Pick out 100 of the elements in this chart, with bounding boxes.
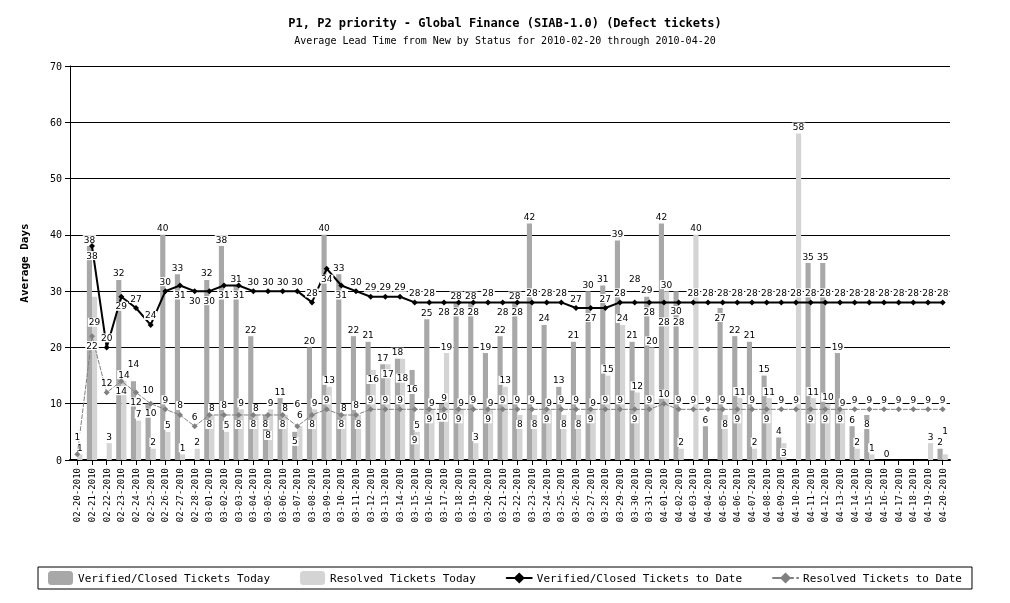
data-label: 5 (165, 420, 171, 431)
point (294, 288, 301, 295)
data-label: 9 (881, 394, 888, 405)
data-label: 28 (834, 287, 846, 298)
point (250, 288, 257, 295)
data-label: 35 (817, 251, 829, 262)
point (455, 406, 462, 413)
data-label: 40 (690, 223, 702, 234)
data-label: 9 (429, 397, 436, 408)
point (426, 406, 433, 413)
point (485, 406, 491, 413)
data-label: 9 (590, 397, 597, 408)
data-label: 9 (719, 394, 726, 405)
x-tick-label: 04-07-2010 (747, 468, 757, 523)
data-label: 14 (115, 385, 128, 396)
point (147, 400, 154, 407)
point (118, 293, 125, 300)
data-label: 13 (499, 375, 511, 386)
point (103, 389, 110, 396)
data-label: 20 (646, 335, 658, 346)
data-label: 33 (333, 262, 345, 273)
point (89, 243, 95, 250)
y-tick-label: 70 (49, 60, 62, 72)
data-label: 19 (831, 341, 844, 352)
x-tick-label: 03-05-2010 (263, 468, 273, 523)
x-tick-label: 04-20-2010 (937, 468, 948, 523)
point (866, 406, 873, 413)
point (807, 406, 814, 413)
data-label: 30 (203, 295, 216, 306)
bar (752, 448, 758, 460)
point (631, 299, 638, 306)
point (925, 299, 931, 306)
data-label: 28 (687, 287, 700, 298)
data-label: 29 (364, 282, 377, 293)
data-label: 9 (455, 413, 462, 424)
data-label: 28 (892, 287, 905, 298)
x-tick-label: 03-11-2010 (351, 468, 361, 523)
data-label: 5 (414, 420, 421, 431)
data-label: 9 (807, 413, 814, 424)
data-label: 28 (482, 287, 494, 298)
point (543, 299, 550, 306)
data-label: 9 (514, 394, 521, 405)
legend-label: Resolved Tickets to Date (803, 571, 963, 585)
point (734, 299, 741, 306)
data-label: 19 (440, 341, 453, 352)
data-label: 9 (458, 397, 465, 408)
data-label: 30 (276, 276, 289, 287)
data-label: 9 (499, 394, 506, 405)
data-label: 9 (822, 413, 829, 424)
data-label: 32 (201, 268, 213, 279)
point (587, 305, 594, 312)
point (661, 299, 667, 306)
point (191, 423, 198, 430)
data-label: 28 (848, 287, 861, 298)
data-label: 8 (341, 403, 348, 414)
data-label: 9 (939, 394, 946, 405)
x-tick-label: 02-27-2010 (175, 468, 185, 523)
data-label: 2 (937, 437, 943, 448)
x-tick-label: 04-14-2010 (849, 468, 860, 523)
x-tick-label: 04-06-2010 (732, 468, 743, 523)
data-label: 29 (641, 285, 653, 296)
data-label: 58 (792, 122, 805, 133)
x-tick-label: 03-08-2010 (307, 468, 317, 523)
data-label: 22 (347, 324, 360, 335)
data-label: 8 (253, 403, 260, 414)
data-label: 6 (294, 398, 301, 409)
chart-subtitle: Average Lead Time from New by Status for 2010-02-20 through 2010-04-20 (294, 34, 716, 46)
point (807, 299, 814, 306)
data-label: 9 (587, 413, 594, 424)
point (822, 299, 829, 306)
point (529, 406, 535, 413)
data-label: 30 (350, 276, 362, 287)
point (587, 406, 594, 413)
point (514, 406, 521, 413)
data-label: 9 (267, 397, 274, 408)
data-label: 9 (690, 394, 697, 405)
data-label: 5 (291, 436, 298, 447)
x-tick-label: 03-18-2010 (453, 468, 464, 523)
data-label: 28 (450, 290, 463, 301)
bar (928, 443, 934, 460)
point (89, 333, 95, 340)
data-label: 8 (221, 400, 228, 411)
data-label: 28 (922, 287, 934, 298)
data-label: 3 (473, 431, 479, 442)
data-label: 24 (538, 313, 551, 324)
data-label: 21 (567, 330, 580, 341)
data-label: 8 (355, 419, 362, 430)
x-tick-label: 03-17-2010 (439, 468, 449, 523)
data-label: 15 (758, 364, 770, 375)
data-label: 24 (144, 310, 157, 321)
point (323, 406, 330, 413)
point (543, 406, 550, 413)
x-tick-label: 04-12-2010 (820, 468, 831, 523)
data-label: 1 (942, 425, 949, 436)
data-label: 11 (763, 386, 775, 397)
data-label: 24 (616, 313, 629, 324)
data-label: 9 (426, 413, 433, 424)
data-label: 9 (485, 413, 492, 424)
data-label: 28 (306, 287, 318, 298)
data-label: 28 (509, 290, 521, 301)
